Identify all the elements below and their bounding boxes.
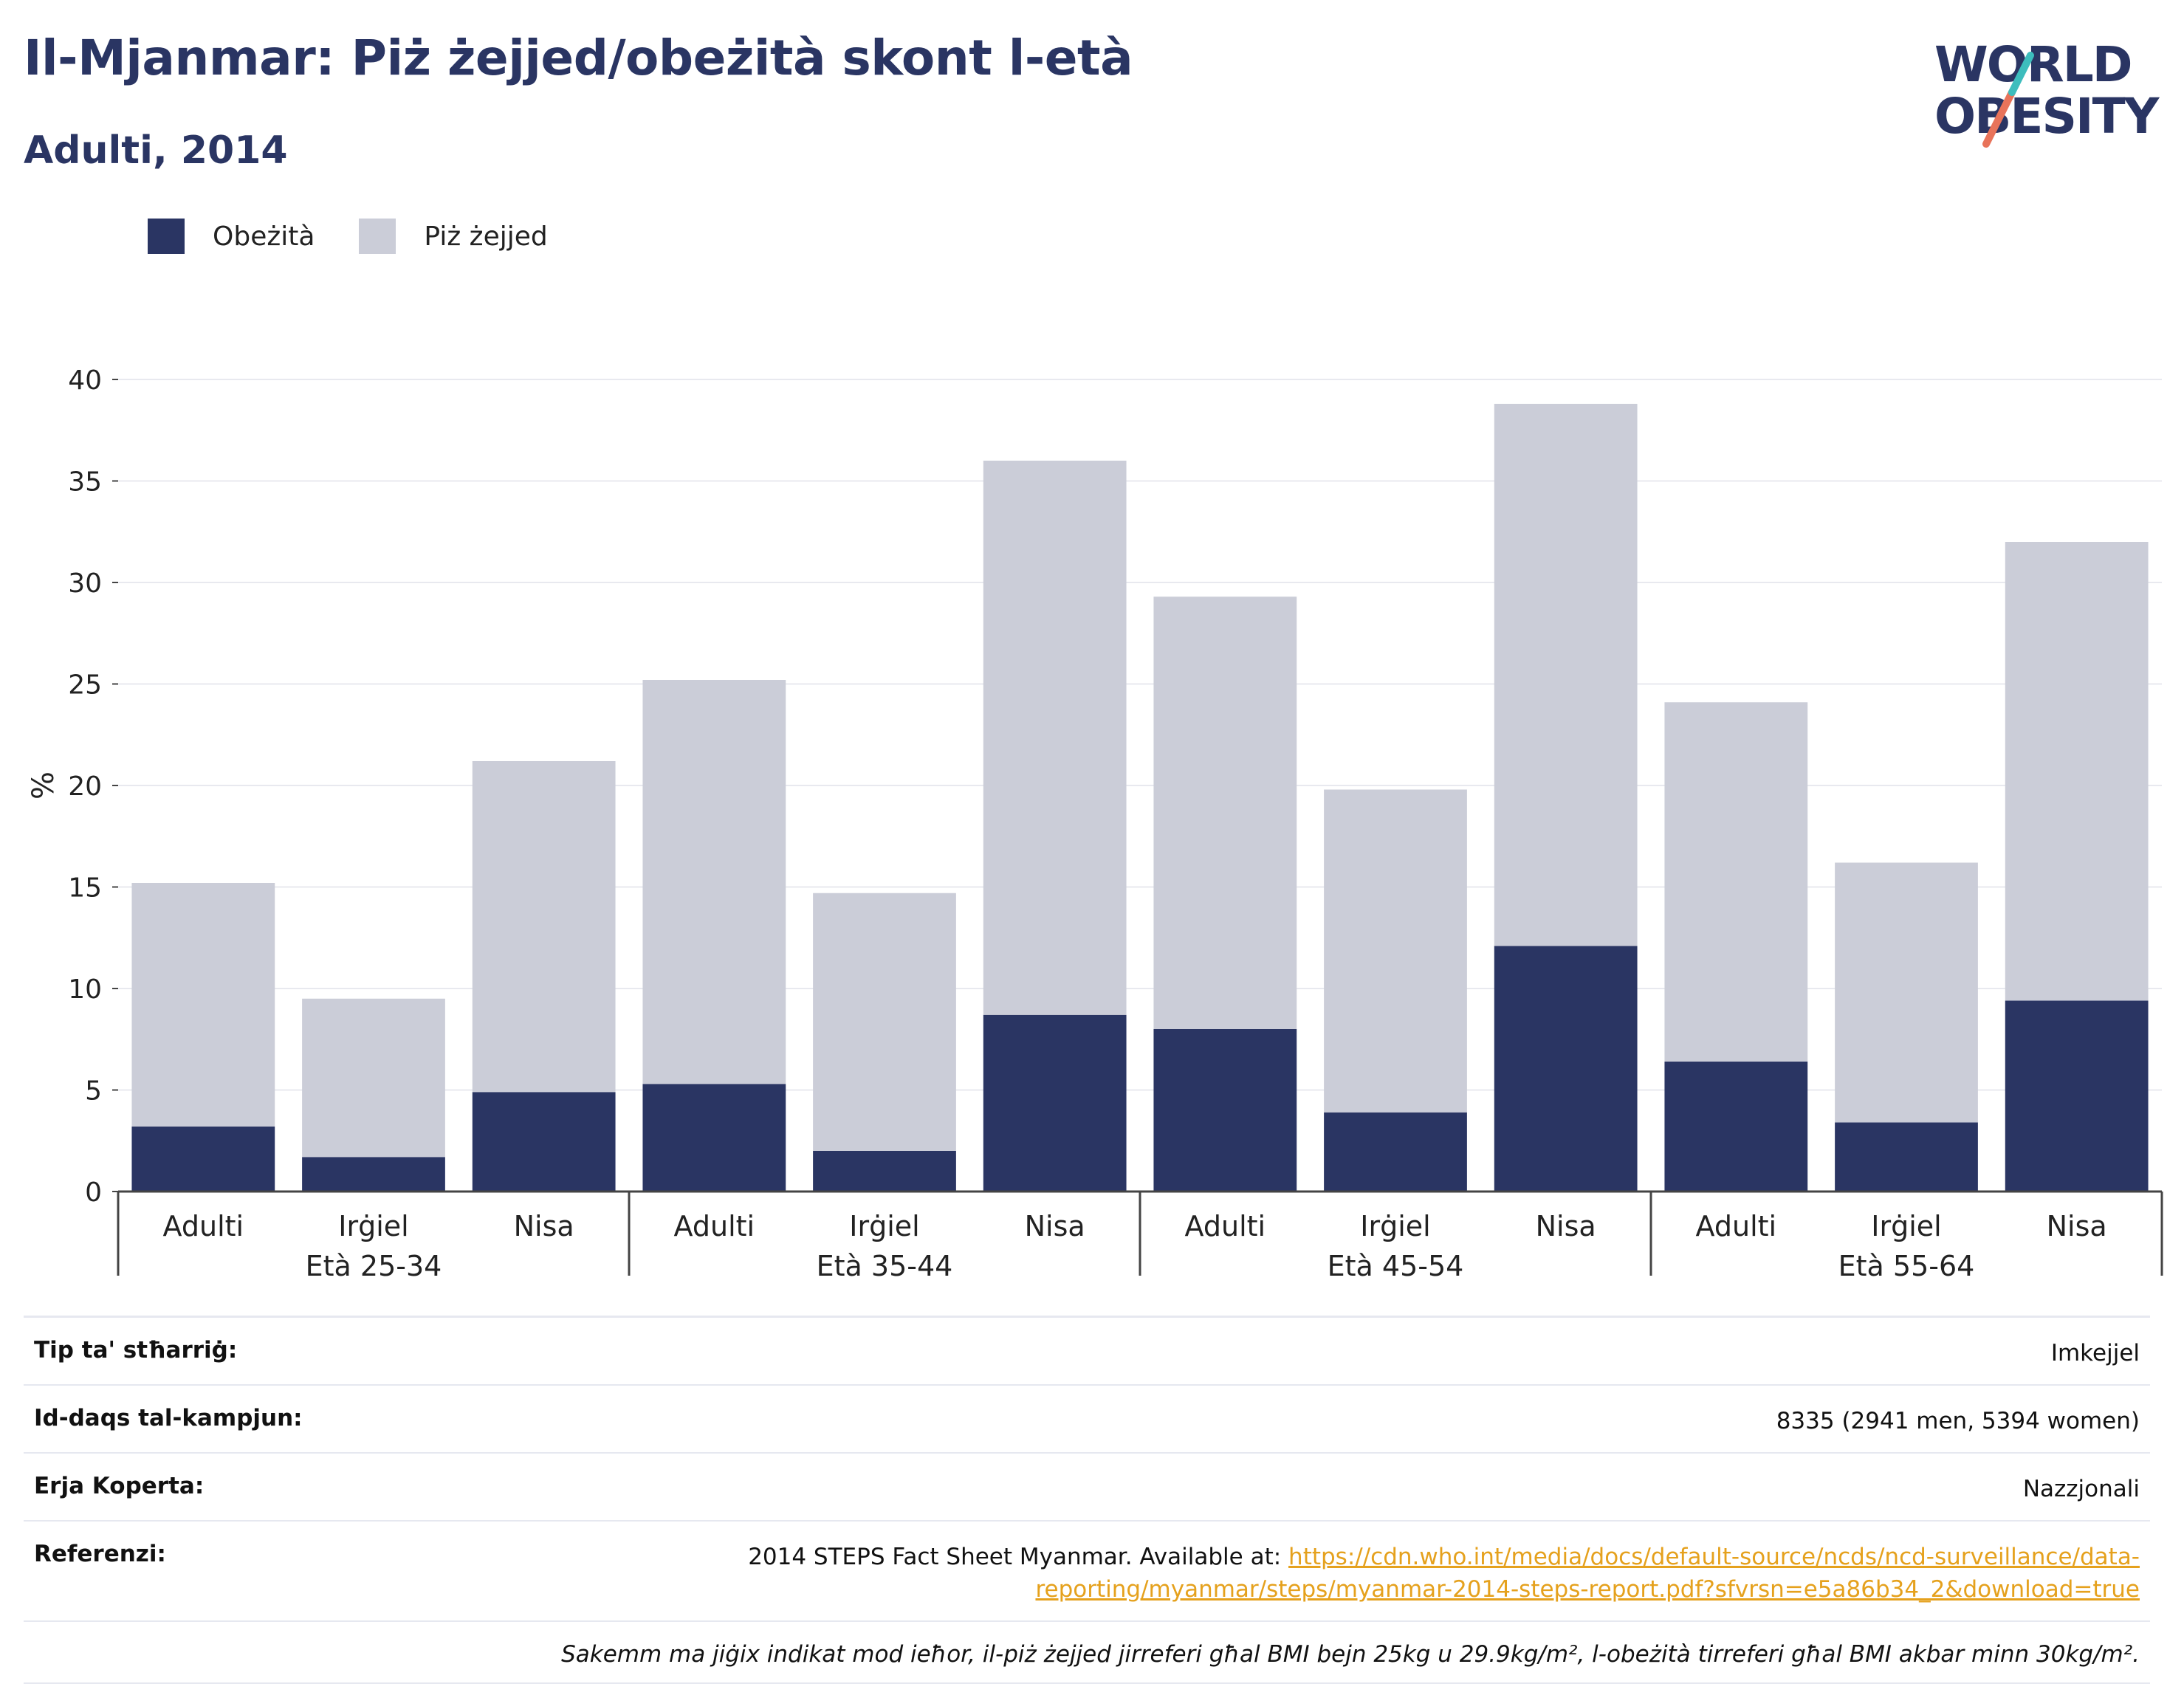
y-axis-label: %	[27, 771, 61, 800]
bar-overweight	[472, 761, 616, 1093]
bar-overweight	[983, 461, 1127, 1015]
references-label: Referenzi:	[34, 1541, 166, 1567]
x-tick-label: Adulti	[163, 1210, 244, 1242]
bar-overweight	[642, 680, 786, 1084]
bar-obesity	[131, 1127, 275, 1192]
survey-type-label: Tip ta' stħarriġ:	[34, 1337, 238, 1364]
x-tick-label: Irġiel	[849, 1210, 919, 1242]
sample-size-label: Id-daqs tal-kampjun:	[34, 1405, 303, 1431]
legend-label-obesity: Obeżità	[213, 221, 315, 252]
x-tick-label: Irġiel	[338, 1210, 408, 1242]
svg-text:OBESITY: OBESITY	[1934, 88, 2160, 145]
bar-overweight	[2005, 542, 2149, 1001]
legend-swatch-obesity	[148, 219, 185, 254]
bar-obesity	[472, 1092, 616, 1192]
y-tick-label: 30	[68, 568, 102, 599]
y-tick-label: 10	[68, 974, 102, 1005]
bar-overweight	[1494, 404, 1638, 946]
bar-overweight	[1324, 789, 1467, 1113]
legend-item-obesity: Obeżità	[148, 219, 315, 254]
area-label: Erja Koperta:	[34, 1473, 205, 1499]
info-row-survey-type: Tip ta' stħarriġ: Imkejjel	[24, 1316, 2150, 1384]
x-tick-label: Nisa	[514, 1210, 574, 1242]
legend-item-overweight: Piż żejjed	[359, 219, 548, 254]
info-row-sample-size: Id-daqs tal-kampjun: 8335 (2941 men, 539…	[24, 1384, 2150, 1452]
info-row-references: Referenzi: 2014 STEPS Fact Sheet Myanmar…	[24, 1520, 2150, 1620]
area-value: Nazzjonali	[2022, 1476, 2140, 1502]
bar-obesity	[1835, 1122, 1978, 1192]
x-tick-label: Nisa	[1025, 1210, 1085, 1242]
x-tick-label: Irġiel	[1871, 1210, 1941, 1242]
bar-overweight	[1664, 702, 1808, 1062]
y-tick-label: 0	[85, 1177, 102, 1208]
bar-obesity	[983, 1014, 1127, 1192]
bar-obesity	[1153, 1029, 1297, 1192]
bar-obesity	[642, 1084, 786, 1192]
bar-overweight	[131, 883, 275, 1127]
references-value: 2014 STEPS Fact Sheet Myanmar. Available…	[626, 1541, 2140, 1606]
chart-title: Il-Mjanmar: Piż żejjed/obeżità skont l-e…	[24, 30, 1133, 86]
group-label: Età 35-44	[817, 1250, 953, 1282]
definition-note: Sakemm ma jiġix indikat mod ieħor, il-pi…	[561, 1641, 2140, 1668]
legend-label-overweight: Piż żejjed	[424, 221, 548, 252]
bar-obesity	[2005, 1000, 2149, 1192]
info-row-area: Erja Koperta: Nazzjonali	[24, 1452, 2150, 1520]
bar-obesity	[813, 1151, 956, 1192]
bar-overweight	[1153, 596, 1297, 1029]
svg-text:WORLD: WORLD	[1934, 36, 2132, 93]
y-tick-label: 20	[68, 771, 102, 802]
y-tick-label: 35	[68, 467, 102, 498]
bar-overweight	[302, 998, 445, 1158]
sample-size-value: 8335 (2941 men, 5394 women)	[1776, 1408, 2140, 1434]
survey-type-value: Imkejjel	[2050, 1340, 2140, 1366]
references-link[interactable]: https://cdn.who.int/media/docs/default-s…	[1035, 1544, 2140, 1603]
bar-overweight	[1835, 862, 1978, 1123]
legend-swatch-overweight	[359, 219, 396, 254]
world-obesity-logo: WORLD OBESITY	[1934, 36, 2162, 148]
chart-legend: Obeżità Piż żejjed	[148, 219, 592, 254]
x-tick-label: Nisa	[1536, 1210, 1596, 1242]
x-tick-label: Adulti	[1185, 1210, 1266, 1242]
group-label: Età 25-34	[306, 1250, 442, 1282]
references-text: 2014 STEPS Fact Sheet Myanmar. Available…	[748, 1544, 1289, 1570]
x-tick-label: Adulti	[674, 1210, 755, 1242]
bar-obesity	[302, 1157, 445, 1192]
x-tick-label: Irġiel	[1360, 1210, 1430, 1242]
group-label: Età 55-64	[1838, 1250, 1975, 1282]
bar-obesity	[1494, 946, 1638, 1192]
y-tick-label: 25	[68, 670, 102, 701]
info-row-note: Sakemm ma jiġix indikat mod ieħor, il-pi…	[24, 1620, 2150, 1684]
y-tick-label: 5	[85, 1076, 102, 1107]
chart-subtitle: Adulti, 2014	[24, 128, 288, 173]
x-tick-label: Adulti	[1696, 1210, 1777, 1242]
bar-obesity	[1324, 1112, 1467, 1192]
bar-obesity	[1664, 1062, 1808, 1192]
bar-overweight	[813, 893, 956, 1151]
y-tick-label: 15	[68, 873, 102, 904]
group-label: Età 45-54	[1328, 1250, 1464, 1282]
stacked-bar-chart: 0 5 10 15 20 25 30 35 40% Adulti Irġiel Nisa Adulti I…	[27, 365, 2163, 1282]
x-tick-label: Nisa	[2047, 1210, 2107, 1242]
y-tick-label: 40	[68, 365, 102, 396]
info-table: Tip ta' stħarriġ: Imkejjel Id-daqs tal-k…	[24, 1316, 2150, 1684]
